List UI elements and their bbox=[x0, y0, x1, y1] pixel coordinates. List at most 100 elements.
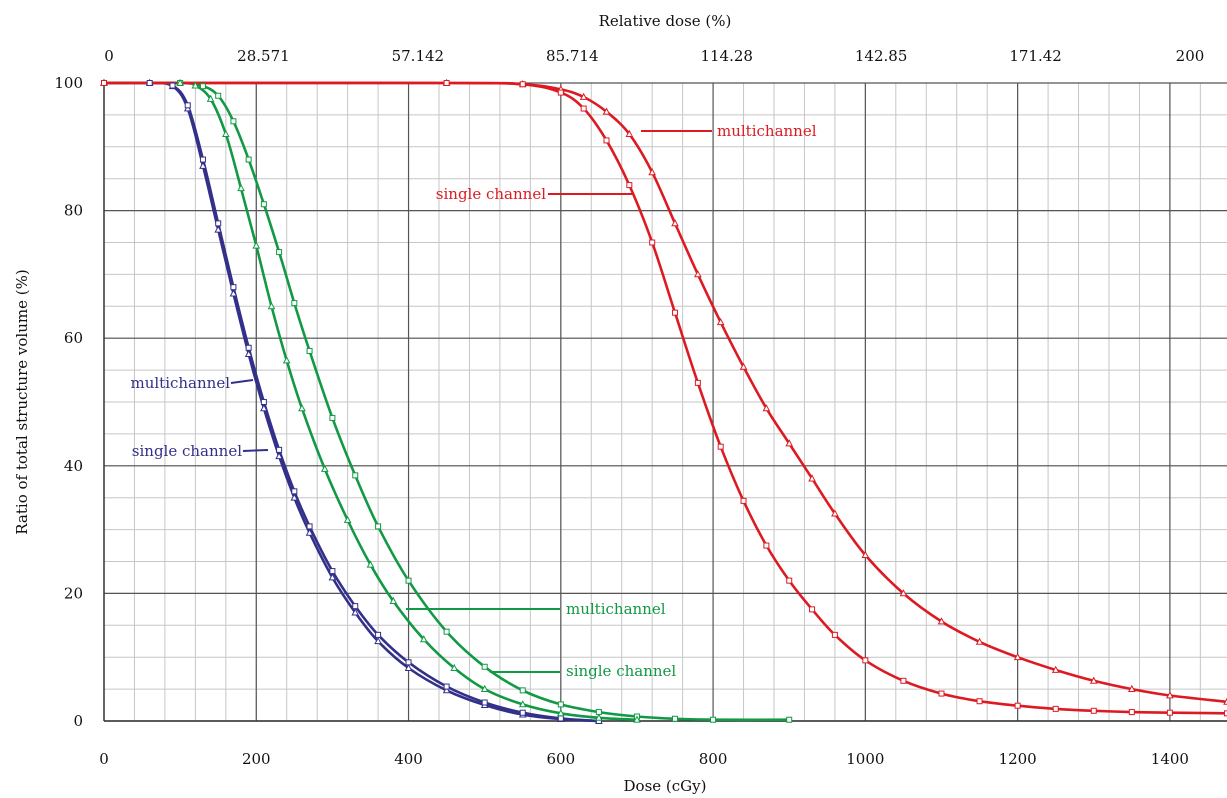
data-point bbox=[329, 414, 336, 421]
data-point bbox=[343, 515, 352, 523]
data-point bbox=[710, 716, 717, 723]
data-point bbox=[443, 683, 450, 690]
data-point bbox=[739, 362, 748, 370]
data-point bbox=[374, 636, 382, 645]
data-point bbox=[282, 356, 291, 364]
data-point bbox=[603, 137, 610, 144]
data-point bbox=[556, 709, 565, 717]
data-point bbox=[298, 404, 306, 412]
data-point bbox=[1166, 709, 1173, 716]
y-tick-label: 100 bbox=[54, 74, 83, 92]
data-point bbox=[900, 677, 907, 684]
data-point bbox=[480, 684, 489, 692]
data-point bbox=[404, 663, 413, 671]
data-point bbox=[276, 446, 283, 453]
data-point bbox=[937, 617, 946, 625]
data-point bbox=[291, 488, 298, 495]
data-point bbox=[230, 118, 237, 125]
data-point bbox=[291, 300, 298, 307]
data-point bbox=[602, 107, 611, 115]
data-point bbox=[405, 577, 412, 584]
data-point bbox=[267, 302, 276, 310]
annotation-label: multichannel bbox=[566, 600, 666, 618]
data-point bbox=[405, 659, 412, 666]
data-point bbox=[443, 628, 450, 635]
data-point bbox=[519, 709, 526, 716]
data-point bbox=[786, 716, 793, 723]
data-point bbox=[375, 631, 382, 638]
data-point bbox=[672, 309, 679, 316]
data-point bbox=[443, 80, 450, 86]
data-point bbox=[375, 523, 382, 530]
data-point bbox=[740, 497, 747, 504]
data-point bbox=[351, 608, 360, 616]
data-point bbox=[184, 102, 191, 109]
x2-axis-title: Relative dose (%) bbox=[599, 12, 732, 30]
data-point bbox=[389, 596, 398, 604]
x2-tick-label: 200 bbox=[1176, 47, 1205, 65]
data-point bbox=[290, 493, 299, 501]
data-point bbox=[176, 78, 184, 86]
data-point bbox=[626, 182, 633, 189]
data-point bbox=[1051, 665, 1060, 673]
data-point bbox=[717, 443, 724, 450]
data-point bbox=[215, 220, 222, 227]
data-point bbox=[1013, 652, 1022, 661]
data-point bbox=[206, 94, 215, 102]
data-point bbox=[831, 631, 838, 638]
data-point bbox=[1166, 691, 1174, 699]
data-point bbox=[808, 474, 816, 482]
data-point bbox=[199, 161, 207, 169]
y-axis-title: Ratio of total structure volume (%) bbox=[13, 269, 31, 534]
data-point bbox=[366, 560, 375, 568]
data-point bbox=[450, 663, 459, 671]
data-point bbox=[975, 637, 984, 645]
annotation-label: single channel bbox=[436, 185, 546, 203]
data-point bbox=[557, 89, 564, 96]
data-point bbox=[214, 225, 223, 233]
data-point bbox=[671, 219, 679, 227]
x2-tick-label: 171.42 bbox=[1009, 47, 1062, 65]
data-point bbox=[244, 349, 253, 358]
data-point bbox=[305, 528, 314, 536]
data-point bbox=[481, 663, 488, 670]
data-point bbox=[519, 687, 526, 694]
annotation-leader bbox=[230, 379, 254, 384]
data-point bbox=[1224, 710, 1227, 717]
x2-tick-label: 57.142 bbox=[392, 47, 445, 65]
data-point bbox=[785, 439, 794, 447]
x-tick-label: 1400 bbox=[1151, 750, 1189, 768]
data-point bbox=[649, 239, 656, 246]
data-point bbox=[199, 156, 206, 163]
markers bbox=[100, 78, 1227, 724]
data-point bbox=[101, 80, 107, 86]
data-point bbox=[260, 404, 268, 412]
data-point bbox=[419, 635, 428, 643]
annotation-label: multichannel bbox=[130, 374, 230, 392]
y-tick-label: 80 bbox=[64, 202, 83, 220]
data-point bbox=[260, 399, 267, 405]
x-tick-label: 400 bbox=[394, 750, 423, 768]
data-point bbox=[221, 129, 230, 137]
data-point bbox=[694, 270, 702, 278]
data-point bbox=[579, 92, 588, 100]
data-point bbox=[1089, 676, 1098, 684]
data-point bbox=[328, 573, 337, 581]
data-point bbox=[862, 657, 869, 664]
data-point bbox=[352, 603, 359, 610]
data-point bbox=[481, 699, 488, 706]
data-point bbox=[595, 713, 603, 721]
data-point bbox=[557, 701, 564, 708]
data-point bbox=[763, 542, 770, 549]
data-point bbox=[1223, 697, 1227, 705]
data-point bbox=[146, 80, 153, 86]
series-line bbox=[103, 81, 1227, 715]
x-tick-label: 600 bbox=[546, 750, 575, 768]
data-point bbox=[245, 344, 252, 351]
x-tick-label: 1000 bbox=[846, 750, 884, 768]
x-tick-label: 800 bbox=[699, 750, 728, 768]
data-point bbox=[215, 92, 222, 99]
y-tick-label: 40 bbox=[64, 457, 83, 475]
